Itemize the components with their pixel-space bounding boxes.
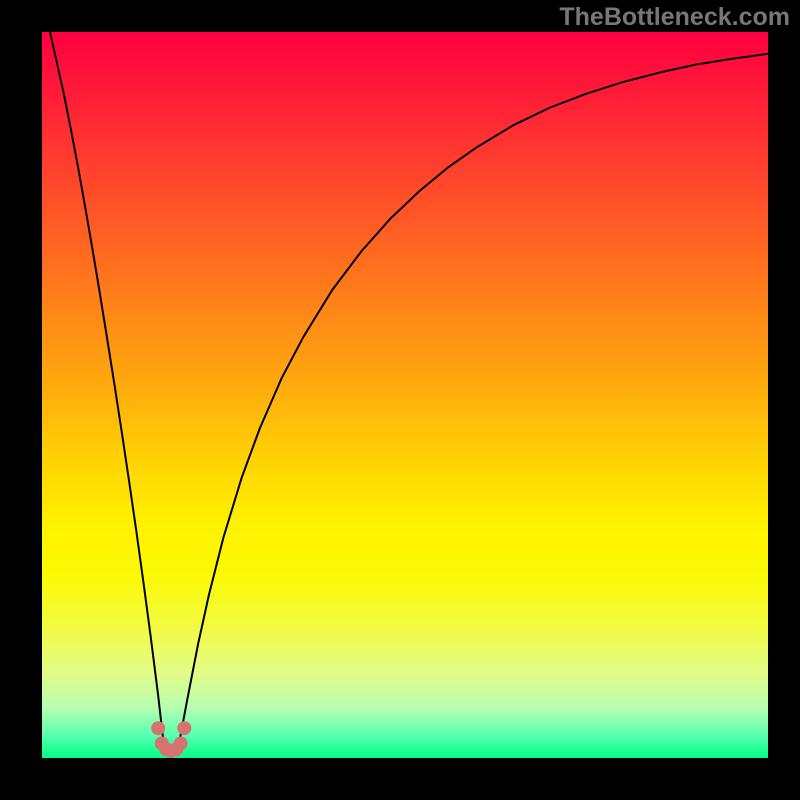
trough-marker [174, 736, 188, 750]
chart-container: TheBottleneck.com [0, 0, 800, 800]
trough-markers-group [151, 721, 191, 758]
bottleneck-curve [42, 3, 768, 754]
trough-marker [177, 721, 191, 735]
curve-svg [0, 0, 800, 800]
trough-marker [151, 721, 165, 735]
